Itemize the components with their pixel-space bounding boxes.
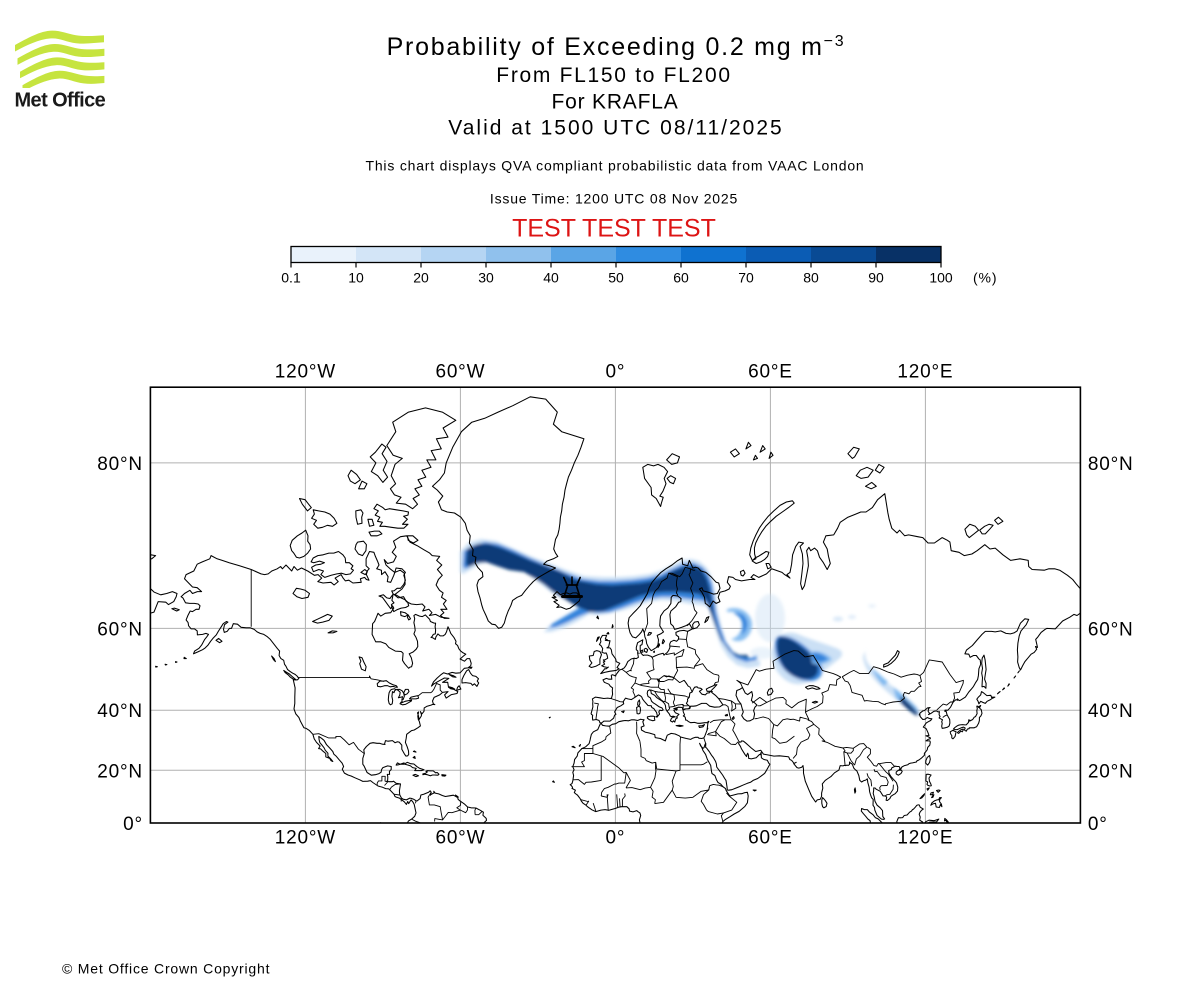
svg-text:120°W: 120°W [275,828,336,849]
svg-text:Valid at 1500 UTC 08/11/2025: Valid at 1500 UTC 08/11/2025 [448,117,783,140]
svg-text:40: 40 [543,269,559,285]
svg-text:20°N: 20°N [97,761,143,782]
svg-text:60°N: 60°N [1088,619,1134,640]
svg-text:60°W: 60°W [435,362,485,383]
svg-text:0°: 0° [606,828,626,849]
svg-text:40°N: 40°N [1088,701,1134,722]
svg-text:0°: 0° [606,362,626,383]
svg-text:0°: 0° [1088,814,1108,835]
svg-text:(%): (%) [973,269,997,285]
svg-text:© Met Office Crown Copyright: © Met Office Crown Copyright [62,961,270,977]
svg-text:90: 90 [868,269,884,285]
svg-text:Probability of Exceeding 0.2 m: Probability of Exceeding 0.2 mg m−3 [387,33,846,61]
svg-text:20: 20 [413,269,429,285]
svg-text:60°W: 60°W [435,828,485,849]
svg-text:60°N: 60°N [97,619,143,640]
svg-text:TEST TEST TEST: TEST TEST TEST [512,215,716,243]
svg-text:0.1: 0.1 [281,269,301,285]
svg-text:10: 10 [348,269,364,285]
svg-text:60°E: 60°E [748,362,793,383]
svg-text:60°E: 60°E [748,828,793,849]
svg-text:50: 50 [608,269,624,285]
svg-text:From FL150 to FL200: From FL150 to FL200 [496,64,731,87]
svg-text:0°: 0° [123,814,143,835]
svg-text:100: 100 [929,269,953,285]
svg-text:70: 70 [738,269,754,285]
svg-text:60: 60 [673,269,689,285]
svg-text:80: 80 [803,269,819,285]
svg-text:20°N: 20°N [1088,761,1134,782]
svg-text:120°E: 120°E [897,362,953,383]
svg-text:40°N: 40°N [97,701,143,722]
svg-text:120°E: 120°E [897,828,953,849]
svg-text:Issue Time: 1200 UTC 08 Nov 20: Issue Time: 1200 UTC 08 Nov 2025 [490,191,738,207]
svg-text:120°W: 120°W [275,362,336,383]
svg-text:For KRAFLA: For KRAFLA [551,91,678,114]
svg-text:This chart displays QVA compli: This chart displays QVA compliant probab… [365,158,864,174]
svg-text:Met Office: Met Office [15,90,106,112]
svg-text:80°N: 80°N [97,454,143,475]
svg-text:30: 30 [478,269,494,285]
svg-text:80°N: 80°N [1088,454,1134,475]
